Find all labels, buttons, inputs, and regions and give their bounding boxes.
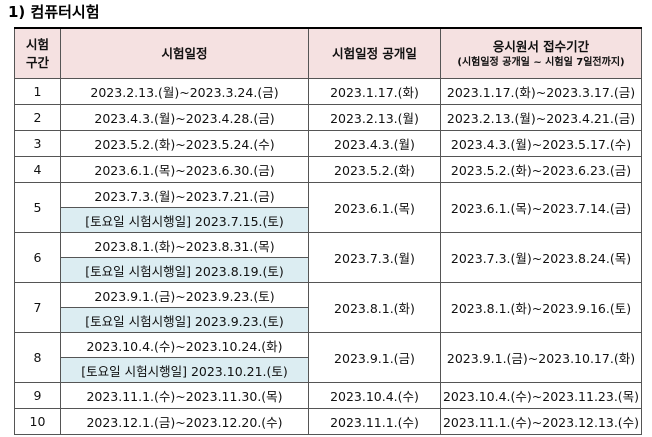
application-period: 2023.2.13.(월)~2023.4.21.(금) — [440, 104, 642, 131]
table-row: 4 2023.6.1.(목)~2023.6.30.(금) 2023.5.2.(화) 2… — [14, 156, 642, 183]
saturday-exam: [토요일 시험시행일] 2023.8.19.(토) — [60, 257, 309, 283]
exam-number: 10 — [14, 408, 61, 435]
application-period: 2023.5.2.(화)~2023.6.23.(금) — [440, 156, 642, 183]
announce-date: 2023.4.3.(월) — [308, 130, 441, 157]
header-line: 구간 — [25, 54, 49, 70]
header-line: 응시원서 접수기간 — [492, 38, 590, 54]
table-row: 8 2023.10.4.(수)~2023.10.24.(화) 2023.9.1.(금… — [14, 332, 642, 383]
table-row: 2 2023.4.3.(월)~2023.4.28.(금) 2023.2.13.(월)… — [14, 104, 642, 131]
table-subrow: [토요일 시험시행일] 2023.7.15.(토) — [15, 207, 642, 233]
exam-schedule: 2023.12.1.(금)~2023.12.20.(수) — [60, 408, 309, 435]
header-line: 시험 — [25, 36, 49, 52]
column-header: 응시원서 접수기간 (시험일정 공개일 ~ 시험일 7일전까지) — [440, 27, 642, 79]
application-period: 2023.1.17.(화)~2023.3.17.(금) — [440, 78, 642, 105]
application-period: 2023.6.1.(목)~2023.7.14.(금) — [440, 182, 642, 233]
table-row: 6 2023.8.1.(화)~2023.8.31.(목) 2023.7.3.(월) 2… — [14, 232, 642, 283]
section-title: 1) 컴퓨터시험 — [8, 3, 100, 21]
announce-date: 2023.9.1.(금) — [308, 332, 441, 383]
exam-schedule: 2023.6.1.(목)~2023.6.30.(금) — [60, 156, 309, 183]
announce-date: 2023.7.3.(월) — [308, 232, 441, 283]
application-period: 2023.4.3.(월)~2023.5.17.(수) — [440, 130, 642, 157]
exam-schedule: 2023.8.1.(화)~2023.8.31.(목) — [60, 232, 309, 258]
exam-number: 4 — [14, 156, 61, 183]
exam-schedule: 2023.9.1.(금)~2023.9.23.(토) — [60, 282, 309, 308]
saturday-exam: [토요일 시험시행일] 2023.7.15.(토) — [60, 207, 309, 233]
table-row: 9 2023.11.1.(수)~2023.11.30.(목) 2023.10.4.(… — [14, 382, 642, 409]
announce-date: 2023.1.17.(화) — [308, 78, 441, 105]
announce-date: 2023.6.1.(목) — [308, 182, 441, 233]
exam-number: 9 — [14, 382, 61, 409]
exam-schedule: 2023.2.13.(월)~2023.3.24.(금) — [60, 78, 309, 105]
table-row: 10 2023.12.1.(금)~2023.12.20.(수) 2023.11.1.… — [14, 408, 642, 435]
table-subrow: [토요일 시험시행일] 2023.10.21.(토) — [15, 357, 642, 383]
announce-date: 2023.5.2.(화) — [308, 156, 441, 183]
application-period: 2023.7.3.(월)~2023.8.24.(목) — [440, 232, 642, 283]
table-row: 3 2023.5.2.(화)~2023.5.24.(수) 2023.4.3.(월) 2… — [14, 130, 642, 157]
exam-schedule: 2023.7.3.(월)~2023.7.21.(금) — [60, 182, 309, 208]
announce-date: 2023.11.1.(수) — [308, 408, 441, 435]
saturday-exam: [토요일 시험시행일] 2023.10.21.(토) — [60, 357, 309, 383]
exam-schedule: 2023.10.4.(수)~2023.10.24.(화) — [60, 332, 309, 358]
exam-number: 1 — [14, 78, 61, 105]
saturday-exam: [토요일 시험시행일] 2023.9.23.(토) — [60, 307, 309, 333]
exam-number: 7 — [14, 282, 61, 333]
announce-date: 2023.8.1.(화) — [308, 282, 441, 333]
application-period: 2023.8.1.(화)~2023.9.16.(토) — [440, 282, 642, 333]
exam-number: 6 — [14, 232, 61, 283]
application-period: 2023.11.1.(수)~2023.12.13.(수) — [440, 408, 642, 435]
exam-number: 2 — [14, 104, 61, 131]
exam-schedule: 2023.5.2.(화)~2023.5.24.(수) — [60, 130, 309, 157]
table-row: 7 2023.9.1.(금)~2023.9.23.(토) 2023.8.1.(화) 2… — [14, 282, 642, 333]
exam-number: 3 — [14, 130, 61, 157]
column-header: 시험일정 — [60, 27, 309, 79]
announce-date: 2023.2.13.(월) — [308, 104, 441, 131]
exam-schedule: 2023.11.1.(수)~2023.11.30.(목) — [60, 382, 309, 409]
header-line: 시험일정 공개일 — [332, 45, 417, 61]
table-row: 1 2023.2.13.(월)~2023.3.24.(금) 2023.1.17.(화… — [14, 78, 642, 105]
announce-date: 2023.10.4.(수) — [308, 382, 441, 409]
exam-schedule: 2023.4.3.(월)~2023.4.28.(금) — [60, 104, 309, 131]
table-row: 5 2023.7.3.(월)~2023.7.21.(금) 2023.6.1.(목) 2… — [14, 182, 642, 233]
header-line: 시험일정 — [161, 45, 208, 61]
exam-number: 5 — [14, 182, 61, 233]
exam-number: 8 — [14, 332, 61, 383]
column-header: 시험일정 공개일 — [308, 27, 441, 79]
application-period: 2023.10.4.(수)~2023.11.23.(목) — [440, 382, 642, 409]
application-period: 2023.9.1.(금)~2023.10.17.(화) — [440, 332, 642, 383]
table-subrow: [토요일 시험시행일] 2023.8.19.(토) — [15, 257, 642, 283]
header-line: (시험일정 공개일 ~ 시험일 7일전까지) — [457, 56, 625, 68]
